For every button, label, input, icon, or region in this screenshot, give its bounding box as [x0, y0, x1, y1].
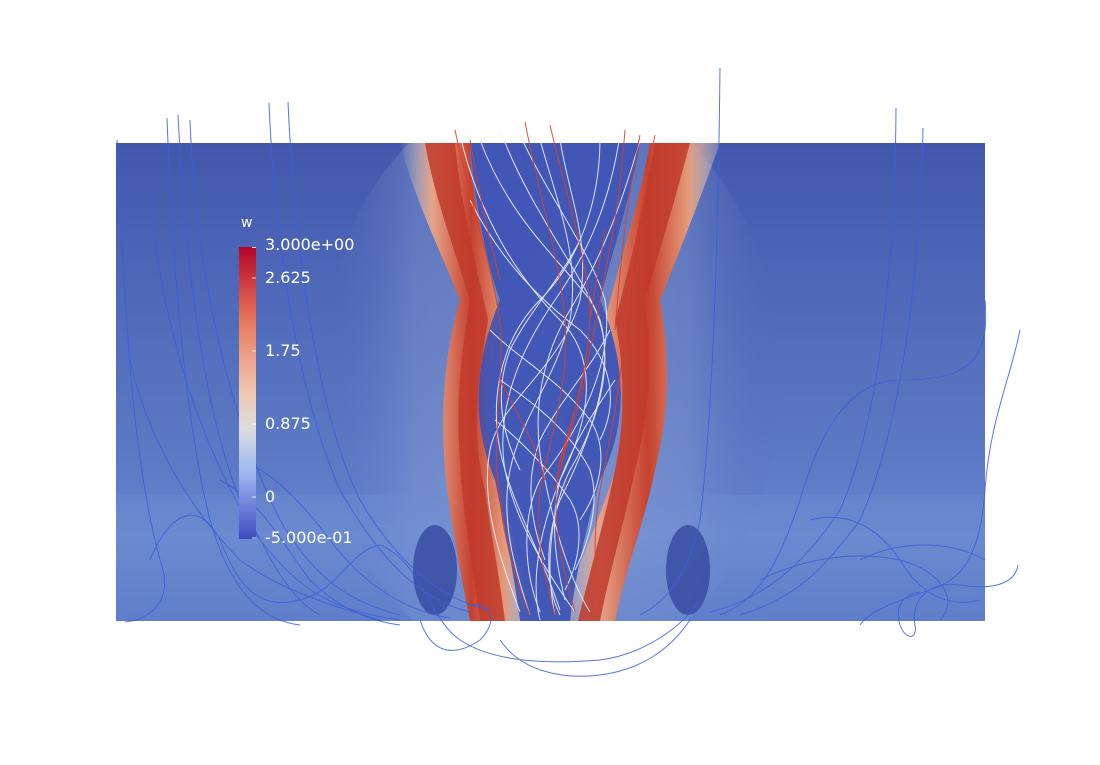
streamlines-outer: [116, 67, 1021, 677]
scalar-bar-label-min: -5.000e-01: [265, 528, 353, 547]
scalar-bar-title: w: [241, 215, 253, 231]
scalar-bar-gradient: [239, 247, 256, 539]
scalar-bar-label: 0: [265, 487, 276, 506]
scalar-bar-label: 2.625: [265, 268, 311, 287]
streamlines-inner-red: [454, 121, 656, 616]
scalar-bar-label-max: 3.000e+00: [265, 235, 355, 254]
field-slice: [116, 143, 985, 621]
scalar-bar-label: 1.75: [265, 341, 301, 360]
scalar-bar-label: 0.875: [265, 414, 311, 433]
streamlines-inner-light: [459, 129, 641, 621]
